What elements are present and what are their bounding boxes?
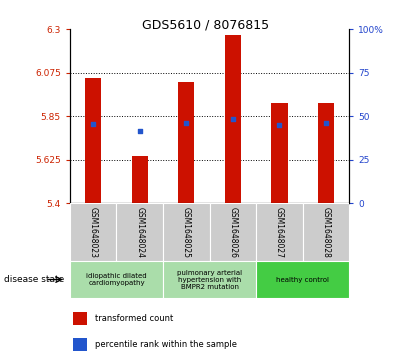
Bar: [210, 203, 256, 261]
Text: GSM1648027: GSM1648027: [275, 207, 284, 258]
Bar: [178, 82, 194, 203]
Bar: [73, 312, 87, 325]
Bar: [225, 35, 241, 203]
Bar: [318, 103, 334, 203]
Text: GSM1648026: GSM1648026: [229, 207, 238, 258]
Text: healthy control: healthy control: [276, 277, 329, 282]
Bar: [70, 261, 163, 298]
Bar: [163, 203, 210, 261]
Bar: [256, 261, 349, 298]
Bar: [70, 203, 116, 261]
Bar: [132, 156, 148, 203]
Text: GDS5610 / 8076815: GDS5610 / 8076815: [142, 18, 269, 31]
Text: pulmonary arterial
hypertension with
BMPR2 mutation: pulmonary arterial hypertension with BMP…: [177, 269, 242, 290]
Point: [90, 121, 97, 127]
Bar: [85, 78, 102, 203]
Bar: [303, 203, 349, 261]
Text: transformed count: transformed count: [95, 314, 173, 323]
Bar: [163, 261, 256, 298]
Point: [276, 122, 283, 128]
Text: GSM1648028: GSM1648028: [321, 207, 330, 258]
Point: [136, 128, 143, 134]
Text: GSM1648023: GSM1648023: [89, 207, 98, 258]
Text: GSM1648025: GSM1648025: [182, 207, 191, 258]
Bar: [73, 338, 87, 351]
Point: [323, 120, 329, 126]
Bar: [116, 203, 163, 261]
Text: GSM1648024: GSM1648024: [135, 207, 144, 258]
Point: [183, 120, 189, 126]
Text: idiopathic dilated
cardiomyopathy: idiopathic dilated cardiomyopathy: [86, 273, 147, 286]
Bar: [256, 203, 303, 261]
Text: disease state: disease state: [4, 275, 65, 284]
Bar: [271, 103, 288, 203]
Point: [230, 116, 236, 122]
Text: percentile rank within the sample: percentile rank within the sample: [95, 340, 237, 349]
